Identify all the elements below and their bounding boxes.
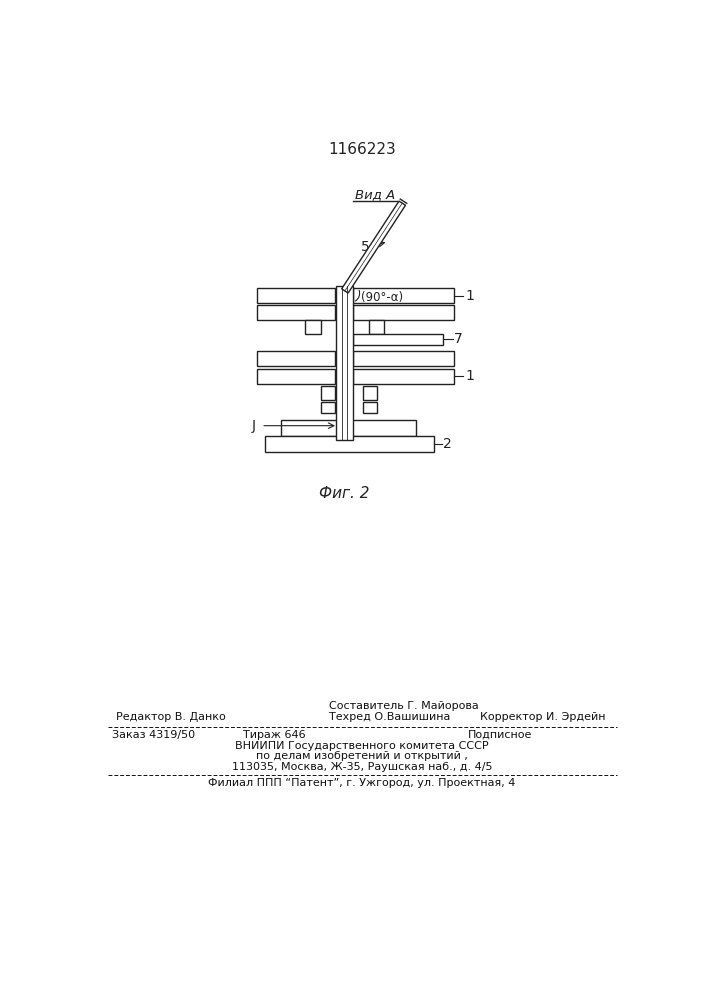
Text: Техред О.Вашишина: Техред О.Вашишина bbox=[329, 712, 450, 722]
Bar bbox=[354, 288, 454, 303]
Bar bbox=[281, 420, 416, 436]
Text: Филиал ППП “Патент”, г. Ужгород, ул. Проектная, 4: Филиал ППП “Патент”, г. Ужгород, ул. Про… bbox=[209, 778, 515, 788]
Text: ВНИИПИ Государственного комитета СССР: ВНИИПИ Государственного комитета СССР bbox=[235, 741, 489, 751]
Text: Редактор В. Данко: Редактор В. Данко bbox=[115, 712, 226, 722]
Text: Подписное: Подписное bbox=[468, 730, 532, 740]
Text: Вид A: Вид A bbox=[355, 188, 395, 201]
Text: 1: 1 bbox=[465, 369, 474, 383]
Bar bbox=[257, 369, 335, 384]
Text: по делам изобретений и открытий ,: по делам изобретений и открытий , bbox=[256, 751, 468, 761]
Bar bbox=[369, 320, 385, 334]
Text: 5: 5 bbox=[361, 240, 370, 254]
Text: (90°-α): (90°-α) bbox=[361, 291, 403, 304]
Bar bbox=[265, 436, 434, 452]
Bar bbox=[354, 369, 454, 384]
Text: 113035, Москва, Ж-35, Раушская наб., д. 4/5: 113035, Москва, Ж-35, Раушская наб., д. … bbox=[232, 762, 492, 772]
Bar bbox=[257, 351, 335, 366]
Bar bbox=[363, 386, 377, 400]
Text: 1: 1 bbox=[465, 289, 474, 303]
Text: Фиг. 2: Фиг. 2 bbox=[319, 486, 369, 501]
Bar bbox=[363, 402, 377, 413]
Bar bbox=[338, 417, 349, 431]
Text: 1166223: 1166223 bbox=[328, 142, 396, 157]
Bar bbox=[257, 288, 335, 303]
Text: Составитель Г. Майорова: Составитель Г. Майорова bbox=[329, 701, 479, 711]
Bar bbox=[321, 386, 335, 400]
Bar bbox=[337, 286, 354, 440]
Text: Заказ 4319/50: Заказ 4319/50 bbox=[112, 730, 194, 740]
Bar bbox=[354, 351, 454, 366]
Bar bbox=[354, 334, 443, 345]
Polygon shape bbox=[341, 201, 406, 293]
Bar bbox=[305, 320, 321, 334]
Bar bbox=[354, 305, 454, 320]
Bar bbox=[321, 402, 335, 413]
Text: Корректор И. Эрдейн: Корректор И. Эрдейн bbox=[480, 712, 605, 722]
Text: 2: 2 bbox=[443, 437, 452, 451]
Text: Тираж 646: Тираж 646 bbox=[243, 730, 306, 740]
Text: 7: 7 bbox=[454, 332, 463, 346]
Text: J: J bbox=[252, 419, 255, 433]
Bar bbox=[257, 305, 335, 320]
